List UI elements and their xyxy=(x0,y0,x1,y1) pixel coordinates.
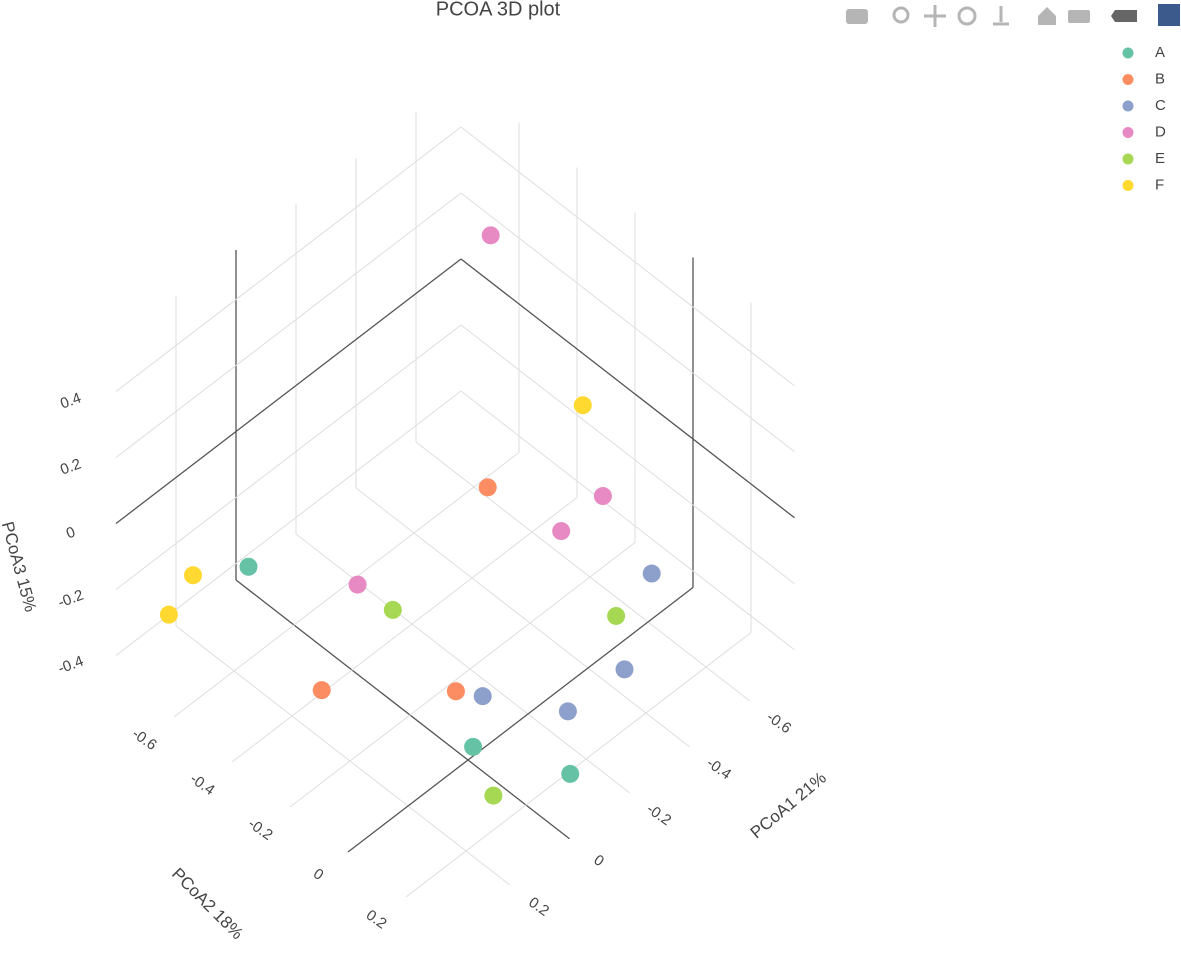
legend-label: E xyxy=(1155,150,1165,167)
point xyxy=(573,396,592,415)
legend-label: C xyxy=(1155,97,1166,114)
y-axis-title: PCoA2 18% xyxy=(168,864,247,943)
modebar xyxy=(846,4,1180,27)
point xyxy=(484,786,503,805)
legend-label: B xyxy=(1155,70,1165,87)
camera-button[interactable] xyxy=(846,9,868,24)
point xyxy=(558,702,577,721)
legend-label: D xyxy=(1155,123,1166,140)
point xyxy=(184,566,202,585)
grid-line xyxy=(460,192,795,453)
grid-line xyxy=(289,542,636,808)
camera-view-button[interactable] xyxy=(1068,10,1090,23)
grid-line xyxy=(231,497,578,763)
y-tick-label: -0.2 xyxy=(245,815,276,844)
point xyxy=(312,681,331,700)
legend-marker xyxy=(1122,180,1134,191)
y-tick-label: -0.6 xyxy=(129,725,160,754)
point xyxy=(473,687,492,706)
grid-line xyxy=(460,390,795,651)
point xyxy=(383,600,402,619)
grid-line xyxy=(347,586,694,853)
point xyxy=(446,682,465,701)
legend-marker xyxy=(1122,74,1134,85)
plotly-logo[interactable] xyxy=(1158,4,1180,26)
legend-marker xyxy=(1122,47,1134,59)
grid-line xyxy=(460,324,795,585)
y-tick-label: 0 xyxy=(310,865,327,884)
legend-marker xyxy=(1122,153,1134,165)
z-tick-label: 0.4 xyxy=(58,389,83,412)
point xyxy=(464,737,483,756)
grid-line xyxy=(173,452,520,718)
zoom-button[interactable] xyxy=(892,6,910,24)
grid-line xyxy=(405,632,752,898)
x-tick-label: -0.6 xyxy=(763,708,794,737)
grid-line xyxy=(175,625,510,886)
point xyxy=(239,557,258,576)
z-tick-label: -0.2 xyxy=(56,587,86,612)
point xyxy=(593,487,612,506)
legend-marker xyxy=(1122,100,1134,112)
grid-line xyxy=(115,126,462,392)
chart-title: PCOA 3D plot xyxy=(436,0,561,20)
grid-line xyxy=(460,258,795,519)
legend-label: F xyxy=(1155,176,1164,193)
point xyxy=(607,606,626,625)
point xyxy=(552,522,571,541)
z-axis-title: PCoA3 15% xyxy=(0,520,40,614)
point xyxy=(642,564,661,583)
z-tick-label: -0.4 xyxy=(56,653,86,678)
pan-button[interactable] xyxy=(924,5,946,27)
x-tick-label: -0.4 xyxy=(703,754,734,783)
grid-line xyxy=(295,533,630,794)
x-axis-title: PCoA1 21% xyxy=(747,768,830,842)
turntable-button[interactable] xyxy=(993,6,1009,26)
point xyxy=(615,660,634,679)
legend-label: A xyxy=(1155,44,1165,61)
orbit-button[interactable] xyxy=(957,6,977,26)
grid-line xyxy=(355,487,690,748)
y-tick-label: 0.2 xyxy=(363,907,390,933)
point xyxy=(348,575,367,594)
grid-line xyxy=(460,126,795,387)
grid-line xyxy=(115,324,462,590)
grid-line xyxy=(115,258,462,525)
y-tick-label: -0.4 xyxy=(187,770,218,799)
x-tick-label: -0.2 xyxy=(643,800,674,829)
point xyxy=(561,764,580,783)
grid-line xyxy=(235,579,570,840)
point xyxy=(481,226,500,245)
grid-line xyxy=(115,192,462,458)
point xyxy=(159,605,178,624)
z-tick-label: 0.2 xyxy=(58,455,83,478)
point xyxy=(478,478,497,497)
grid-line xyxy=(415,441,750,702)
x-tick-label: 0.2 xyxy=(525,894,552,920)
home-button[interactable] xyxy=(1038,7,1056,25)
hover-button[interactable] xyxy=(1111,10,1137,22)
legend-marker xyxy=(1122,127,1134,138)
x-tick-label: 0 xyxy=(591,851,608,870)
z-tick-label: 0 xyxy=(64,524,78,543)
